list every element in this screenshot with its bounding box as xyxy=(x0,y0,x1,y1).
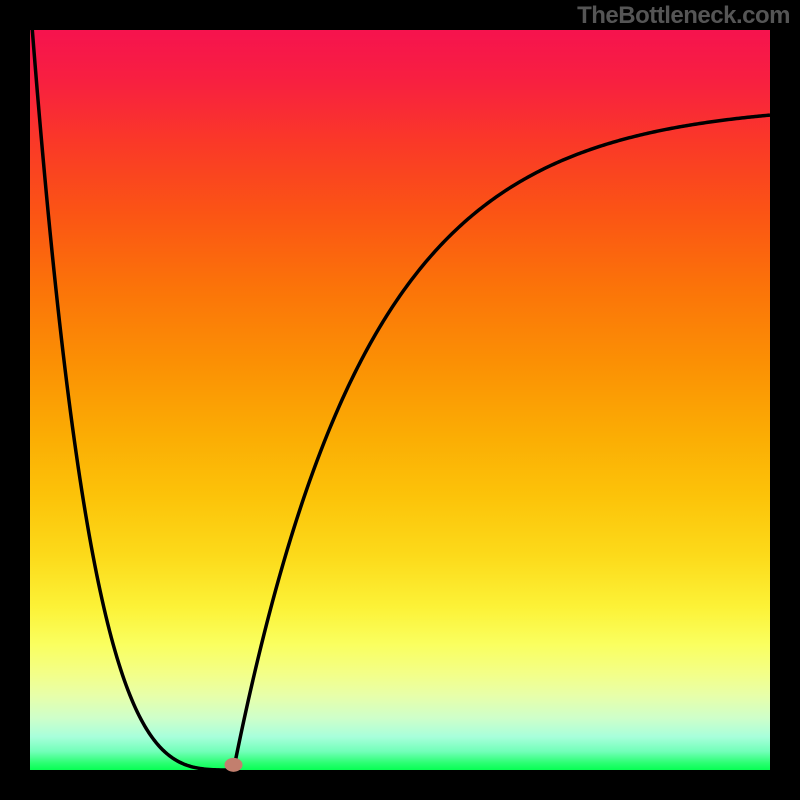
bottleneck-chart xyxy=(0,0,800,800)
watermark-label: TheBottleneck.com xyxy=(577,2,790,30)
chart-background xyxy=(30,30,770,770)
chart-container: TheBottleneck.com xyxy=(0,0,800,800)
optimal-point-marker xyxy=(225,758,243,772)
